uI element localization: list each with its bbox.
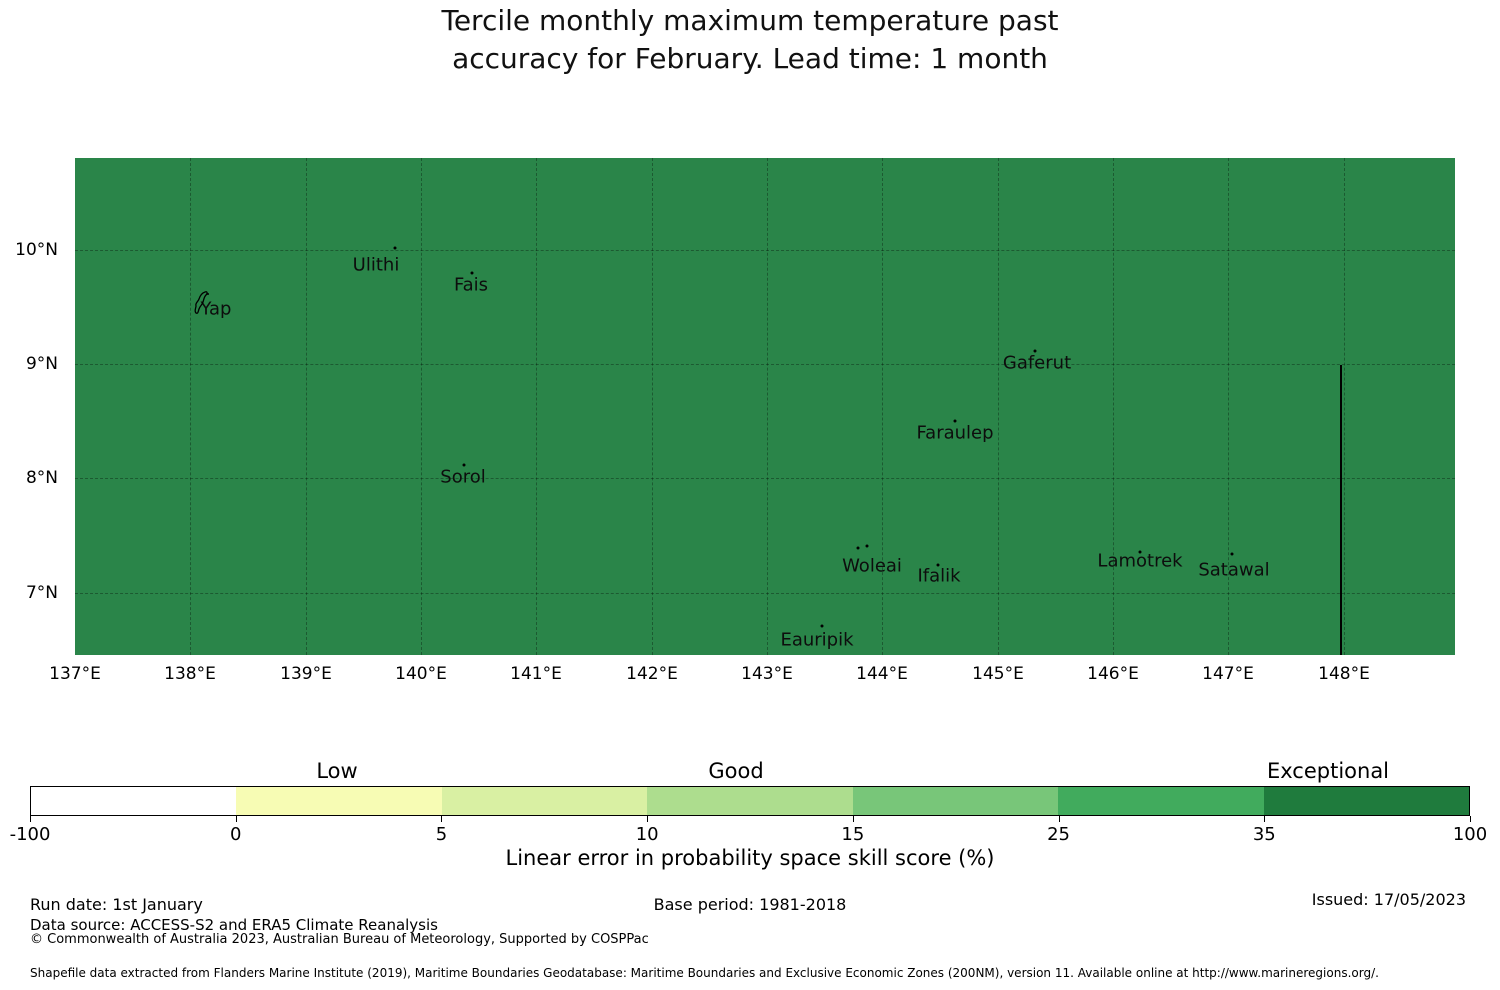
- x-tick-label: 139°E: [280, 664, 332, 684]
- grid-line-vertical: [190, 158, 191, 655]
- x-tick-label: 141°E: [510, 664, 562, 684]
- figure-title-line2: accuracy for February. Lead time: 1 mont…: [452, 42, 1048, 75]
- x-tick-label: 147°E: [1202, 664, 1254, 684]
- y-tick-label: 8°N: [25, 468, 58, 488]
- x-tick-label: 137°E: [49, 664, 101, 684]
- grid-line-vertical: [306, 158, 307, 655]
- grid-line-vertical: [421, 158, 422, 655]
- grid-line-vertical: [767, 158, 768, 655]
- island-label: Lamotrek: [1097, 550, 1183, 572]
- footer-issued-date: Issued: 17/05/2023: [1311, 890, 1466, 909]
- colorbar-tick: [30, 816, 31, 822]
- x-tick-label: 144°E: [856, 664, 908, 684]
- x-tick-label: 148°E: [1318, 664, 1370, 684]
- colorbar-tick: [1058, 816, 1060, 822]
- grid-line-vertical: [882, 158, 883, 655]
- island-dot: [1033, 349, 1037, 353]
- colorbar-category-label: Exceptional: [1266, 759, 1390, 783]
- colorbar-tick-label: 35: [1252, 824, 1276, 845]
- island-label: Sorol: [440, 466, 486, 488]
- y-tick-label: 7°N: [25, 583, 58, 603]
- island-label: Satawal: [1198, 559, 1270, 581]
- colorbar-tick-label: -100: [9, 824, 51, 845]
- colorbar-tick: [1264, 816, 1266, 822]
- grid-line-horizontal: [75, 478, 1455, 479]
- map-area: Yap Ulithi Fais Sorol Gaferut Faraulep Woleai I…: [75, 158, 1455, 655]
- grid-line-vertical: [1344, 158, 1345, 655]
- colorbar-tick-label: 100: [1452, 824, 1488, 845]
- island-dot: [1230, 552, 1234, 556]
- grid-line-vertical: [1228, 158, 1229, 655]
- colorbar-segment: [31, 787, 237, 815]
- colorbar-segment: [236, 787, 442, 815]
- colorbar-tick-label: 25: [1047, 824, 1071, 845]
- island-dot: [936, 563, 940, 567]
- x-tick-label: 138°E: [164, 664, 216, 684]
- footer-shapefile-note: Shapefile data extracted from Flanders M…: [30, 966, 1379, 980]
- island-label: Faraulep: [916, 422, 994, 444]
- colorbar-tick: [235, 816, 237, 822]
- eez-boundary-line: [1340, 365, 1342, 655]
- colorbar-segment: [647, 787, 853, 815]
- grid-line-horizontal: [75, 364, 1455, 365]
- yap-island-icon: [193, 290, 213, 320]
- y-tick-label: 9°N: [25, 354, 58, 374]
- island-label: Woleai: [842, 555, 902, 577]
- grid-line-horizontal: [75, 593, 1455, 594]
- island-dot: [393, 246, 397, 250]
- footer-data-source: Data source: ACCESS-S2 and ERA5 Climate …: [30, 916, 438, 934]
- colorbar-tick: [441, 816, 443, 822]
- x-tick-label: 145°E: [972, 664, 1024, 684]
- island-dot: [470, 271, 474, 275]
- grid-line-vertical: [536, 158, 537, 655]
- colorbar-category-label: Good: [708, 759, 764, 783]
- island-label: Fais: [453, 274, 489, 296]
- island-label: Gaferut: [1002, 352, 1072, 374]
- island-label: Ifalik: [917, 565, 961, 587]
- footer-base-period: Base period: 1981-2018: [653, 895, 847, 914]
- colorbar-tick-label: 0: [229, 824, 242, 845]
- colorbar-segment: [441, 787, 648, 815]
- colorbar-segment: [1263, 787, 1469, 815]
- colorbar-tick: [1470, 816, 1471, 822]
- colorbar-axis-label: Linear error in probability space skill …: [505, 846, 995, 870]
- island-dot: [953, 419, 957, 423]
- grid-line-vertical: [652, 158, 653, 655]
- island-dot: [856, 546, 860, 550]
- x-tick-label: 140°E: [395, 664, 447, 684]
- colorbar: [30, 786, 1470, 816]
- colorbar-tick: [647, 816, 649, 822]
- x-tick-label: 146°E: [1087, 664, 1139, 684]
- grid-line-vertical: [998, 158, 999, 655]
- island-label: Ulithi: [352, 254, 400, 276]
- colorbar-tick-label: 10: [635, 824, 659, 845]
- y-tick-label: 10°N: [15, 240, 58, 260]
- grid-line-vertical: [1113, 158, 1114, 655]
- figure-title-line1: Tercile monthly maximum temperature past: [441, 4, 1059, 37]
- island-label: Yap: [200, 298, 232, 320]
- footer-run-date: Run date: 1st January: [30, 895, 203, 914]
- figure-title: Tercile monthly maximum temperature past…: [0, 2, 1500, 78]
- footer-copyright: © Commonwealth of Australia 2023, Austra…: [30, 932, 649, 947]
- grid-line-horizontal: [75, 250, 1455, 251]
- colorbar-tick-label: 15: [841, 824, 865, 845]
- colorbar-category-label: Low: [316, 759, 358, 783]
- island-dot: [1138, 550, 1142, 554]
- colorbar-segment: [852, 787, 1059, 815]
- island-label: Eauripik: [780, 629, 854, 651]
- island-dot: [462, 463, 466, 467]
- x-tick-label: 143°E: [741, 664, 793, 684]
- x-tick-label: 142°E: [626, 664, 678, 684]
- colorbar-tick: [852, 816, 854, 822]
- island-dot: [820, 624, 824, 628]
- colorbar-tick-label: 5: [435, 824, 448, 845]
- island-dot: [865, 544, 869, 548]
- colorbar-segment: [1058, 787, 1264, 815]
